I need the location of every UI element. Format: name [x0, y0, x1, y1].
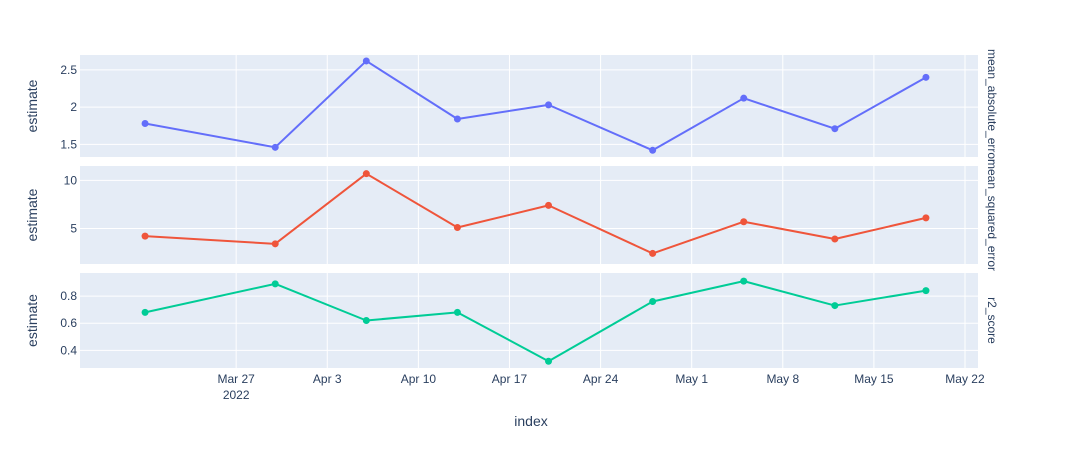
data-point[interactable]	[362, 317, 370, 324]
x-tick-label: May 1	[675, 372, 708, 386]
x-tick-label: Apr 17	[492, 372, 528, 386]
y-tick-label: 1.5	[60, 137, 77, 151]
data-point[interactable]	[545, 201, 553, 209]
facet-mean-squared-error: 5 10 estimate mean_squared_error	[24, 159, 999, 271]
facet-r2-score: 0.4 0.6 0.8 estimate r2_score	[24, 273, 999, 368]
data-point[interactable]	[922, 287, 930, 295]
data-point[interactable]	[922, 214, 930, 222]
y-axis-title: estimate	[24, 188, 40, 241]
data-point[interactable]	[545, 101, 553, 109]
x-tick-label: Apr 24	[583, 372, 619, 386]
x-tick-label: Apr 10	[401, 372, 437, 386]
data-point[interactable]	[649, 249, 657, 257]
y-tick-label: 2.5	[60, 63, 77, 77]
data-point[interactable]	[271, 280, 279, 288]
x-tick-label: Mar 27	[217, 372, 255, 386]
x-tick-label: May 15	[854, 372, 894, 386]
plot-background	[80, 166, 978, 264]
data-point[interactable]	[453, 115, 461, 123]
x-tick-label: May 22	[945, 372, 985, 386]
x-axis-title: index	[514, 413, 547, 429]
data-point[interactable]	[141, 119, 149, 127]
data-point[interactable]	[831, 302, 839, 310]
data-point[interactable]	[271, 240, 279, 248]
data-point[interactable]	[362, 57, 370, 65]
data-point[interactable]	[453, 223, 461, 231]
facet-label: r2_score	[985, 297, 999, 344]
plot-background	[80, 55, 978, 157]
y-tick-label: 2	[70, 100, 77, 114]
data-point[interactable]	[831, 235, 839, 243]
data-point[interactable]	[141, 232, 149, 240]
y-axis-title: estimate	[24, 79, 40, 132]
y-axis-title: estimate	[24, 294, 40, 347]
y-tick-label: 0.4	[60, 343, 77, 357]
y-tick-label: 5	[70, 221, 77, 235]
facet-mean-absolute-error: 1.5 2 2.5 estimate mean_absolute_error	[24, 49, 999, 163]
data-point[interactable]	[271, 143, 279, 151]
data-point[interactable]	[740, 277, 748, 285]
y-tick-label: 0.6	[60, 316, 77, 330]
facet-label: mean_squared_error	[985, 159, 999, 271]
data-point[interactable]	[453, 308, 461, 316]
y-tick-label: 10	[64, 173, 78, 187]
y-tick-label: 0.8	[60, 289, 77, 303]
data-point[interactable]	[141, 308, 149, 316]
data-point[interactable]	[545, 357, 553, 365]
facet-panels: 1.5 2 2.5 estimate mean_absolute_error 5 10 est…	[24, 49, 999, 368]
facet-label: mean_absolute_error	[985, 49, 999, 163]
x-axis: Mar 27 2022 Apr 3 Apr 10 Apr 17 Apr 24 May 1 Ma…	[217, 372, 984, 402]
data-point[interactable]	[831, 125, 839, 133]
x-tick-label: May 8	[766, 372, 799, 386]
plot-background	[80, 273, 978, 368]
data-point[interactable]	[740, 94, 748, 102]
data-point[interactable]	[362, 170, 370, 178]
data-point[interactable]	[740, 218, 748, 226]
x-tick-label: Apr 3	[313, 372, 342, 386]
data-point[interactable]	[649, 146, 657, 154]
data-point[interactable]	[922, 73, 930, 81]
data-point[interactable]	[649, 298, 657, 305]
x-tick-year-label: 2022	[223, 388, 250, 402]
